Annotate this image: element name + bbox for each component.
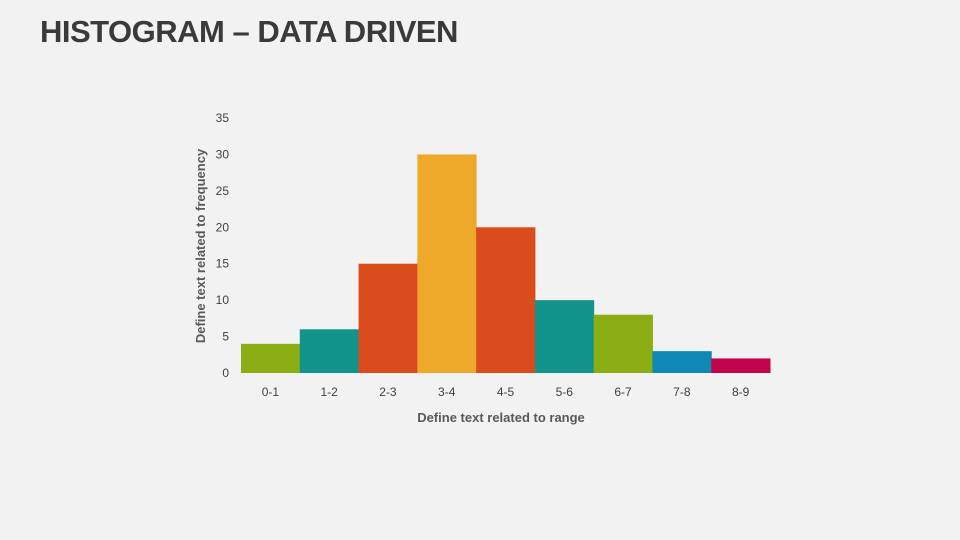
y-tick-label: 15: [216, 257, 230, 271]
y-tick-label: 10: [216, 293, 230, 307]
bar-2-3: [358, 263, 418, 373]
x-tick-label: 7-8: [673, 385, 691, 399]
slide-title: HISTOGRAM – DATA DRIVEN: [40, 14, 458, 49]
y-tick-label: 30: [216, 147, 230, 161]
x-tick-label: 8-9: [732, 385, 750, 399]
bar-6-7: [593, 314, 653, 373]
bar-0-1: [241, 343, 301, 373]
y-tick-label: 25: [216, 184, 230, 198]
bar-4-5: [476, 227, 536, 373]
y-tick-label: 0: [222, 366, 229, 380]
bar-5-6: [534, 300, 595, 373]
bar-3-4: [417, 154, 477, 373]
bar-7-8: [652, 351, 712, 373]
x-tick-label: 3-4: [438, 385, 456, 399]
x-tick-label: 1-2: [320, 385, 338, 399]
y-tick-label: 20: [216, 220, 230, 234]
bar-1-2: [299, 329, 360, 373]
x-tick-label: 2-3: [379, 385, 397, 399]
x-tick-label: 6-7: [614, 385, 632, 399]
x-axis-label: Define text related to range: [417, 410, 585, 425]
y-tick-label: 35: [216, 111, 230, 125]
bar-8-9: [711, 358, 771, 373]
y-axis-label: Define text related to frequency: [193, 148, 208, 343]
y-tick-label: 5: [222, 330, 229, 344]
x-tick-label: 0-1: [262, 385, 280, 399]
x-tick-label: 4-5: [497, 385, 515, 399]
x-tick-label: 5-6: [556, 385, 574, 399]
